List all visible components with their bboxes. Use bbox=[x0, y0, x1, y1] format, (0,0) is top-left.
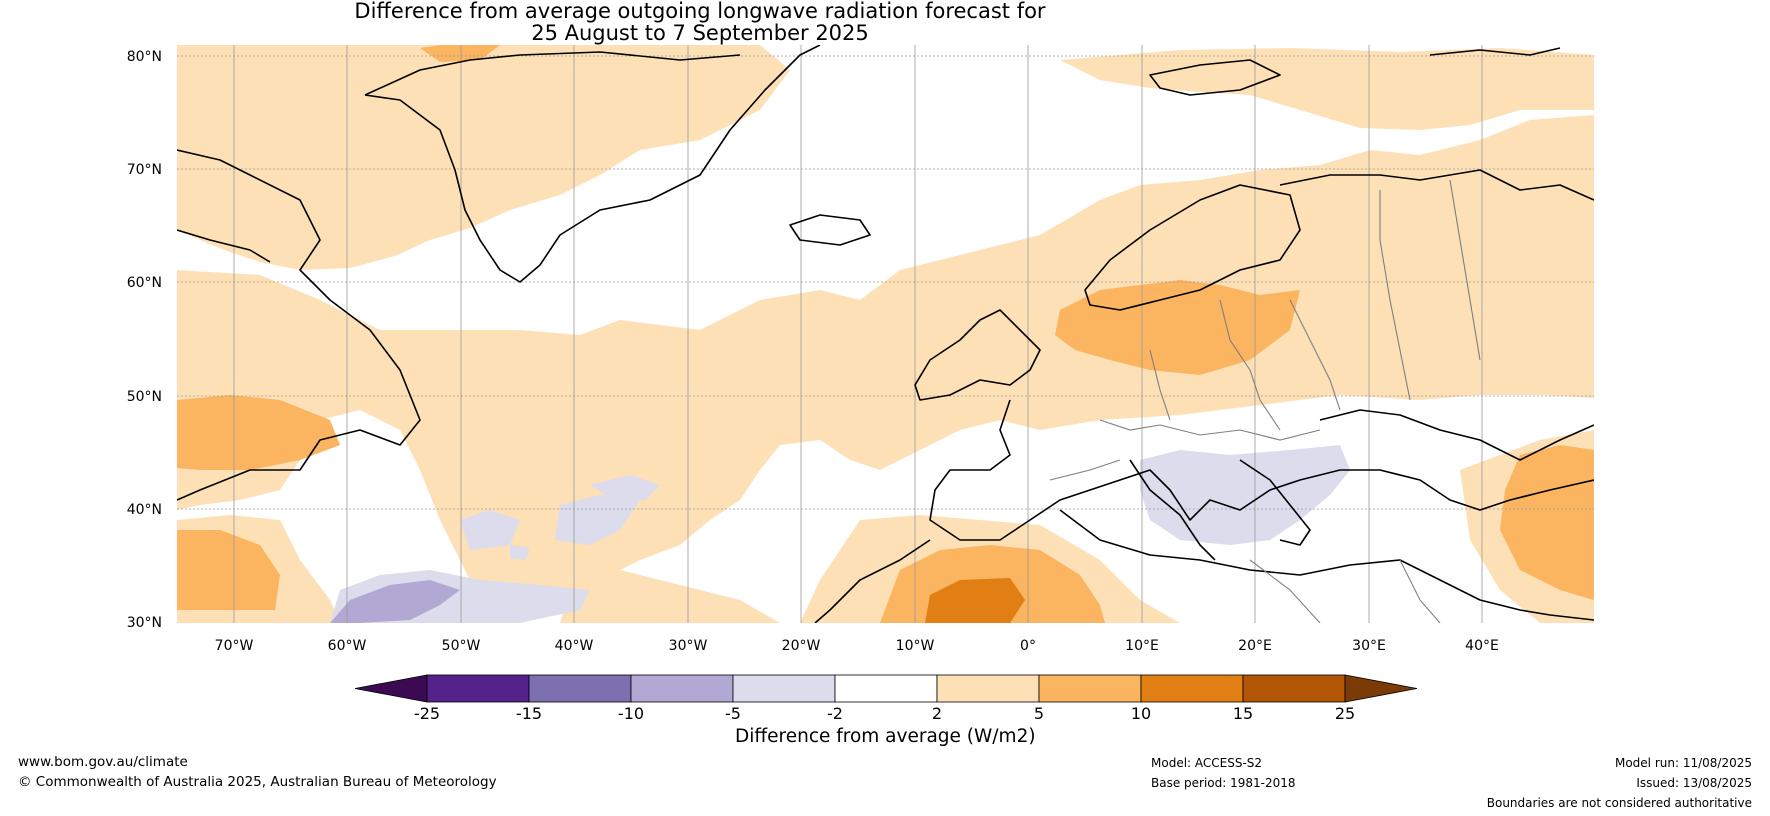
colorbar-tick-neg15: -15 bbox=[515, 704, 543, 723]
colorbar-segment bbox=[630, 674, 734, 703]
colorbar-tick-5: 5 bbox=[1033, 704, 1045, 723]
colorbar-segment bbox=[1242, 674, 1346, 703]
colorbar-extend-high bbox=[1344, 674, 1418, 703]
lat-label-70n: 70°N bbox=[127, 162, 162, 178]
footer-base-period: Base period: 1981-2018 bbox=[1151, 776, 1296, 790]
footer-model-run: Model run: 11/08/2025 bbox=[1614, 756, 1752, 770]
lon-label-40w: 40°W bbox=[555, 638, 594, 654]
lon-label-10e: 10°E bbox=[1125, 638, 1159, 654]
footer-copyright: © Commonwealth of Australia 2025, Austra… bbox=[18, 774, 497, 790]
colorbar-tick-25: 25 bbox=[1334, 704, 1356, 723]
anomaly-10-15-regions bbox=[925, 578, 1025, 623]
country-borders bbox=[1049, 179, 1481, 623]
colorbar bbox=[354, 674, 1418, 703]
lat-label-60n: 60°N bbox=[127, 275, 162, 291]
colorbar-segment bbox=[732, 674, 836, 703]
lon-label-30e: 30°E bbox=[1352, 638, 1386, 654]
colorbar-tick-neg25: -25 bbox=[413, 704, 441, 723]
colorbar-tick-15: 15 bbox=[1232, 704, 1254, 723]
colorbar-segment bbox=[1140, 674, 1244, 703]
lon-label-60w: 60°W bbox=[328, 638, 367, 654]
colorbar-tick-neg10: -10 bbox=[617, 704, 645, 723]
colorbar-extend-low bbox=[354, 674, 428, 703]
graticule bbox=[177, 45, 1594, 623]
colorbar-tick-2: 2 bbox=[931, 704, 943, 723]
footer-url[interactable]: www.bom.gov.au/climate bbox=[18, 754, 188, 770]
lon-label-10w: 10°W bbox=[896, 638, 935, 654]
map-title-line2: 25 August to 7 September 2025 bbox=[531, 21, 869, 45]
lat-label-30n: 30°N bbox=[127, 615, 162, 631]
colorbar-tick-neg5: -5 bbox=[725, 704, 741, 723]
map-field bbox=[177, 45, 1594, 623]
lon-label-30w: 30°W bbox=[669, 638, 708, 654]
lon-label-20w: 20°W bbox=[782, 638, 821, 654]
lat-label-50n: 50°N bbox=[127, 389, 162, 405]
anomaly-neg5-10-regions bbox=[330, 580, 460, 623]
colorbar-segment bbox=[426, 674, 530, 703]
longitude-labels: 70°W 60°W 50°W 40°W 30°W 20°W 10°W 0° 10… bbox=[215, 638, 1499, 654]
colorbar-tick-10: 10 bbox=[1130, 704, 1152, 723]
colorbar-tick-neg2: -2 bbox=[827, 704, 843, 723]
footer-model: Model: ACCESS-S2 bbox=[1151, 756, 1263, 770]
map-title-line1: Difference from average outgoing longwav… bbox=[354, 0, 1046, 23]
lon-label-40e: 40°E bbox=[1465, 638, 1499, 654]
colorbar-title: Difference from average (W/m2) bbox=[735, 726, 1036, 747]
latitude-labels: 80°N 70°N 60°N 50°N 40°N 30°N bbox=[127, 49, 162, 631]
coastlines bbox=[177, 45, 1594, 623]
lon-label-0: 0° bbox=[1020, 638, 1036, 654]
colorbar-segment bbox=[528, 674, 632, 703]
lon-label-70w: 70°W bbox=[215, 638, 254, 654]
colorbar-segment bbox=[936, 674, 1040, 703]
footer-issued: Issued: 13/08/2025 bbox=[1636, 776, 1752, 790]
lon-label-50w: 50°W bbox=[442, 638, 481, 654]
colorbar-segment bbox=[1038, 674, 1142, 703]
footer-disclaimer: Boundaries are not considered authoritat… bbox=[1486, 796, 1752, 810]
colorbar-segment bbox=[834, 674, 938, 703]
lon-label-20e: 20°E bbox=[1238, 638, 1272, 654]
lat-label-80n: 80°N bbox=[127, 49, 162, 65]
lat-label-40n: 40°N bbox=[127, 502, 162, 518]
